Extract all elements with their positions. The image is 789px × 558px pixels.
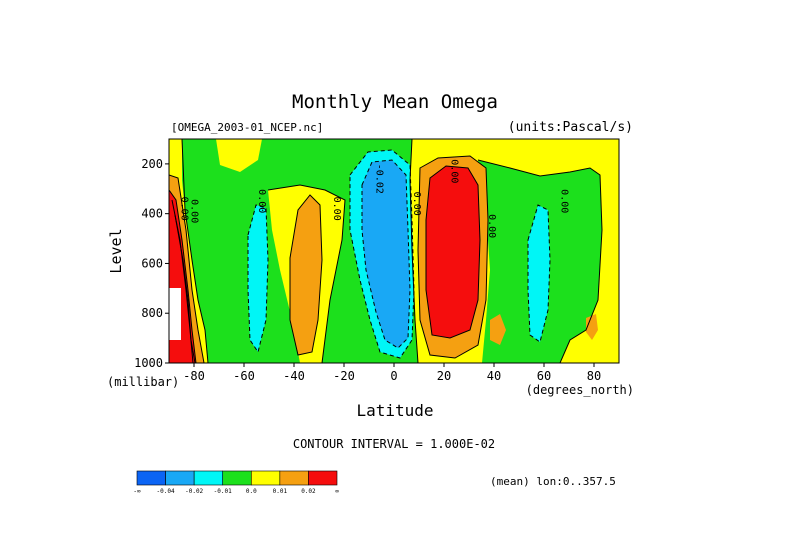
y-units-label: (millibar) <box>107 375 179 389</box>
contour-label: 0.00 <box>189 199 200 223</box>
x-axis-label: Latitude <box>356 401 433 420</box>
colorbar-label: 0.02 <box>301 488 316 495</box>
colorbar-swatch <box>165 470 195 486</box>
orange-blob-east2 <box>490 314 506 345</box>
contour-label: 0.00 <box>331 197 342 221</box>
missing-data-patch <box>169 288 181 340</box>
y-tick-label: 1000 <box>134 356 163 370</box>
colorbar-label: -0.01 <box>214 488 232 495</box>
colorbar-label: ∞ <box>335 488 339 495</box>
contour-red-north <box>425 165 481 339</box>
colorbar-swatch <box>308 470 338 486</box>
contour-label: 0.00 <box>411 192 422 216</box>
colorbar-label: 0.01 <box>273 488 288 495</box>
contour-blue-tropics <box>361 159 411 349</box>
x-units-label: (degrees_north) <box>526 383 634 397</box>
contour-polar-1 <box>169 189 197 363</box>
chart-title: Monthly Mean Omega <box>292 91 498 113</box>
contour-cyan-south <box>247 204 269 354</box>
contour-zero-south <box>181 139 209 363</box>
contour-label: 0.00 <box>449 159 460 183</box>
cyan-region-north <box>528 205 550 342</box>
contour-lines <box>169 139 603 363</box>
contour-cyan-north <box>527 204 551 343</box>
x-tick-label: 0 <box>390 369 397 383</box>
colorbar: -∞ -0.04 -0.02 -0.01 0.0 0.01 0.02 ∞ <box>133 470 339 495</box>
contour-label: 0.00 <box>179 197 190 221</box>
contour-polar-4 <box>174 214 196 363</box>
x-tick-label: -60 <box>233 369 255 383</box>
contour-positive-north <box>417 155 489 359</box>
contour-zero-tropics <box>409 139 419 363</box>
dataset-label: [OMEGA_2003-01_NCEP.nc] <box>171 121 323 134</box>
y-tick-label: 800 <box>141 306 163 320</box>
colorbar-label: -0.04 <box>157 488 175 495</box>
colorbar-label: -0.02 <box>185 488 203 495</box>
contour-label: -0.02 <box>374 164 385 194</box>
y-axis: 200 400 600 800 1000 <box>134 157 169 370</box>
x-tick-label: 80 <box>587 369 601 383</box>
orange-region-south <box>290 195 322 355</box>
contour-label: 0.00 <box>486 214 497 238</box>
x-axis: -80 -60 -40 -20 0 20 40 60 80 <box>183 363 601 383</box>
x-tick-label: 60 <box>537 369 551 383</box>
red-region-north <box>426 166 480 338</box>
colorbar-swatch <box>222 470 252 486</box>
yellow-blob-3 <box>590 139 619 363</box>
x-tick-label: -40 <box>283 369 305 383</box>
cyan-region-south <box>248 205 268 352</box>
y-tick-label: 200 <box>141 157 163 171</box>
contour-label: 0.00 <box>256 189 267 213</box>
x-tick-label: -20 <box>333 369 355 383</box>
x-tick-label: 20 <box>437 369 451 383</box>
orange-blob-east <box>586 314 598 340</box>
colorbar-swatch <box>193 470 224 486</box>
colorbar-swatch <box>250 470 281 486</box>
contour-interval-text: CONTOUR INTERVAL = 1.000E-02 <box>293 437 495 451</box>
contour-orange-south <box>289 194 323 356</box>
y-axis-label: Level <box>107 228 125 273</box>
yellow-blob-1 <box>216 139 262 172</box>
plot-area: 0.00 0.00 0.00 0.00-0.020.000.000.000.00 <box>169 139 619 363</box>
colorbar-swatch <box>136 470 166 486</box>
colorbar-label: 0.0 <box>246 488 257 495</box>
contour-polar-2 <box>169 174 205 363</box>
y-tick-label: 400 <box>141 207 163 221</box>
contour-yellow-blob <box>267 184 346 363</box>
contour-label: 0.00 <box>559 189 570 213</box>
units-label: (units:Pascal/s) <box>508 120 633 135</box>
y-tick-label: 600 <box>141 256 163 270</box>
colorbar-swatch <box>279 470 309 486</box>
colorbar-label: -∞ <box>133 488 141 495</box>
blue-region-tropics <box>362 160 410 348</box>
mean-note: (mean) lon:0..357.5 <box>490 475 616 488</box>
x-tick-label: -80 <box>183 369 205 383</box>
x-tick-label: 40 <box>487 369 501 383</box>
contour-green-north <box>477 159 603 363</box>
contour-label-layer: 0.00 0.00 0.00 0.00-0.020.000.000.000.00 <box>179 159 570 238</box>
